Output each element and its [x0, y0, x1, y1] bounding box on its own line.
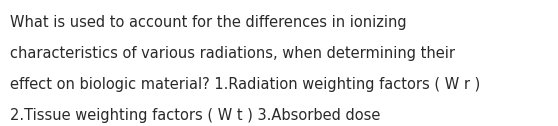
Text: characteristics of various radiations, when determining their: characteristics of various radiations, w… [10, 46, 455, 61]
Text: effect on biologic material? 1.Radiation weighting factors ( W r ): effect on biologic material? 1.Radiation… [10, 77, 480, 92]
Text: What is used to account for the differences in ionizing: What is used to account for the differen… [10, 15, 407, 30]
Text: 2.Tissue weighting factors ( W t ) 3.Absorbed dose: 2.Tissue weighting factors ( W t ) 3.Abs… [10, 108, 381, 123]
